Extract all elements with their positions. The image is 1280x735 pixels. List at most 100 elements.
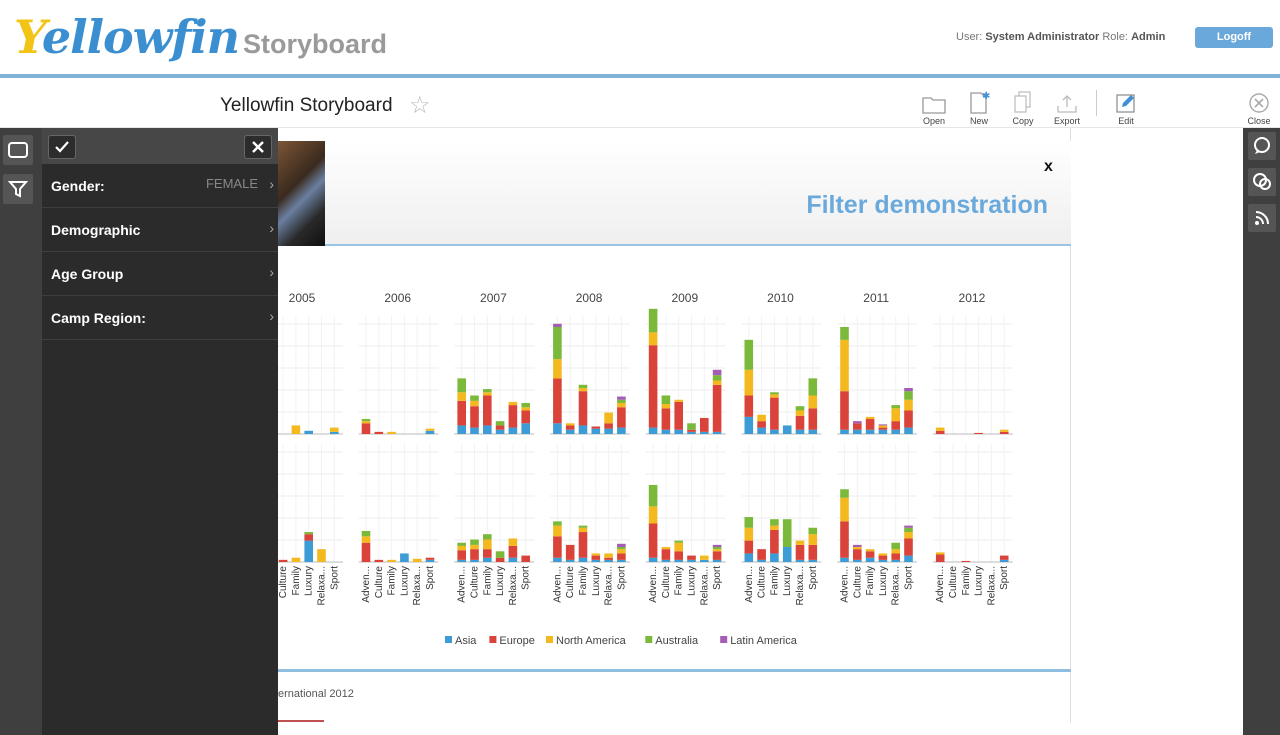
bar-segment	[840, 339, 849, 392]
bar-segment	[808, 527, 818, 535]
bar-segment	[878, 559, 888, 562]
close-button[interactable]: Close	[1237, 86, 1280, 126]
bar-segment	[565, 544, 575, 560]
apply-filters-button[interactable]	[48, 135, 76, 159]
logoff-button[interactable]: Logoff	[1195, 27, 1273, 48]
bar-segment	[999, 431, 1009, 434]
filter-toggle-button[interactable]	[3, 174, 33, 204]
story-close-button[interactable]: x	[1044, 158, 1053, 175]
copy-button[interactable]: Copy	[1001, 86, 1045, 126]
bar-segment	[553, 557, 562, 562]
bar-segment	[374, 559, 384, 562]
role-label: Role:	[1102, 31, 1128, 43]
footer-divider	[278, 669, 1071, 672]
bar-segment	[808, 534, 818, 545]
category-label: Sport	[329, 566, 340, 590]
bar-segment	[891, 421, 900, 430]
bar-segment	[840, 557, 849, 562]
bar-segment	[795, 410, 805, 416]
bar-segment	[304, 430, 313, 434]
feed-button[interactable]	[1248, 204, 1276, 232]
bar-segment	[891, 542, 900, 550]
category-label: Sport	[712, 566, 723, 590]
chevron-right-icon: ›	[269, 264, 274, 280]
category-label: Family	[674, 566, 685, 595]
footer-caption: ernational 2012	[278, 688, 354, 700]
legend-swatch	[546, 636, 553, 643]
new-page-icon: ✱	[970, 91, 990, 114]
story-view-button[interactable]	[3, 135, 33, 165]
category-label: Sport	[425, 566, 436, 590]
bar-segment	[495, 429, 505, 434]
filter-gender[interactable]: Gender: FEMALE ›	[42, 164, 278, 208]
bar-segment	[999, 429, 1009, 432]
bar-segment	[712, 369, 722, 376]
filter-demographic[interactable]: Demographic ›	[42, 208, 278, 252]
bar-segment	[757, 421, 766, 428]
filter-label: Demographic	[51, 222, 141, 238]
bar-segment	[508, 557, 518, 562]
open-button[interactable]: Open	[912, 86, 956, 126]
role-name: Admin	[1131, 31, 1166, 43]
bar-segment	[425, 557, 435, 560]
bar-segment	[674, 542, 683, 552]
bar-segment	[782, 425, 792, 434]
bar-segment	[387, 559, 396, 562]
story-thumbnail	[278, 141, 325, 246]
bar-segment	[853, 421, 862, 424]
bar-segment	[648, 506, 658, 524]
legend-swatch	[645, 636, 653, 643]
bar-segment	[999, 555, 1009, 560]
bar-segment	[617, 402, 626, 408]
filter-panel-header	[42, 128, 278, 164]
close-filters-button[interactable]	[244, 135, 272, 159]
bar-segment	[617, 553, 626, 560]
bar-segment	[604, 557, 613, 560]
bar-segment	[457, 425, 466, 434]
bar-segment	[330, 431, 339, 434]
favourite-star-icon[interactable]: ☆	[409, 92, 431, 119]
bar-segment	[470, 427, 479, 434]
bar-segment	[974, 432, 983, 434]
category-label: Relaxa...	[891, 566, 902, 605]
bar-segment	[483, 534, 492, 540]
category-label: Adven...	[840, 566, 851, 603]
bar-segment	[565, 425, 575, 430]
bar-segment	[757, 549, 766, 560]
discussion-button[interactable]	[1248, 168, 1276, 196]
bar-segment	[617, 427, 626, 434]
category-label: Family	[769, 566, 780, 595]
bar-segment	[904, 387, 913, 392]
category-label: Culture	[565, 566, 576, 599]
new-button[interactable]: ✱ New	[957, 86, 1001, 126]
user-label: User:	[956, 31, 983, 43]
year-label: 2012	[959, 291, 986, 305]
bar-segment	[361, 536, 371, 543]
legend-label: Asia	[455, 635, 477, 647]
category-label: Family	[291, 566, 302, 595]
category-label: Relaxa...	[986, 566, 997, 605]
comment-button[interactable]	[1248, 132, 1276, 160]
export-button[interactable]: Export	[1045, 86, 1089, 126]
filter-camp-region[interactable]: Camp Region: ›	[42, 296, 278, 340]
bar-segment	[648, 308, 658, 333]
filter-age-group[interactable]: Age Group ›	[42, 252, 278, 296]
edit-button[interactable]: Edit	[1104, 86, 1148, 126]
bar-segment	[840, 391, 849, 430]
bar-segment	[795, 415, 805, 430]
bar-segment	[744, 339, 754, 370]
bar-segment	[604, 553, 613, 558]
bar-segment	[782, 547, 792, 562]
bar-segment	[470, 559, 479, 562]
category-label: Sport	[616, 566, 627, 590]
bar-segment	[795, 429, 805, 434]
bar-segment	[578, 532, 588, 558]
bar-segment	[565, 559, 575, 562]
filter-panel: Gender: FEMALE › Demographic › Age Group…	[42, 128, 278, 735]
legend-label: Europe	[499, 635, 534, 647]
bar-segment	[553, 536, 562, 558]
category-label: Relaxa...	[317, 566, 328, 605]
bar-segment	[591, 555, 601, 560]
export-icon	[1057, 95, 1077, 113]
bar-segment	[700, 555, 709, 560]
